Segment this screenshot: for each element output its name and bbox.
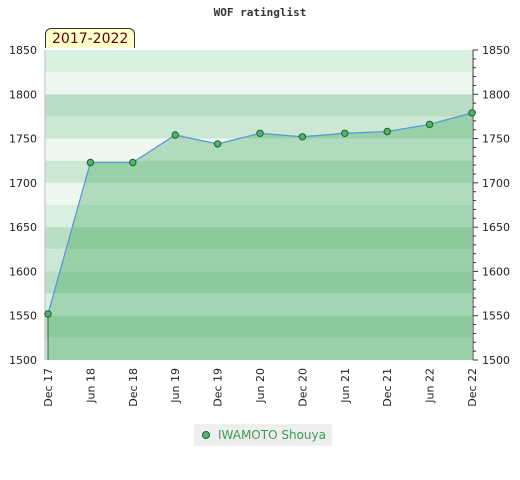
y-tick-label-left: 1700 (9, 177, 37, 190)
y-tick-label-right: 1850 (482, 44, 510, 57)
x-tick-label: Jun 22 (424, 368, 437, 404)
data-point (213, 140, 222, 148)
legend-label: IWAMOTO Shouya (218, 428, 326, 442)
x-tick-label: Jun 18 (84, 368, 97, 404)
background-band (45, 315, 472, 338)
data-point (341, 129, 349, 138)
x-tick-label: Jun 19 (169, 368, 182, 404)
background-band (45, 249, 472, 272)
y-tick-label-left: 1500 (9, 354, 37, 367)
legend-marker-icon (202, 431, 210, 439)
background-band (45, 205, 472, 228)
y-tick-label-left: 1650 (9, 221, 37, 234)
data-point (86, 158, 95, 167)
background-band (45, 138, 472, 161)
background-band (45, 182, 472, 205)
y-tick-label-right: 1700 (482, 177, 510, 190)
points-layer (44, 109, 476, 318)
y-tick-label-right: 1650 (482, 221, 510, 234)
y-tick-label-left: 1550 (9, 310, 37, 323)
x-tick-label: Dec 17 (42, 368, 55, 407)
background-band (45, 50, 472, 73)
background-band (45, 94, 472, 117)
data-point (129, 158, 137, 167)
y-tick-label-right: 1750 (482, 133, 510, 146)
background-band (45, 337, 472, 360)
background-band (45, 293, 472, 316)
x-tick-label: Jun 21 (339, 368, 352, 404)
x-tick-label: Dec 19 (212, 368, 225, 407)
x-tick-label: Dec 20 (296, 368, 309, 407)
x-tick-label: Dec 21 (381, 368, 394, 407)
background-band (45, 72, 472, 95)
y-tick-label-right: 1600 (482, 265, 510, 278)
x-tick-label: Jun 20 (254, 368, 267, 404)
x-tick-label: Dec 18 (127, 368, 140, 407)
y-tick-label-left: 1800 (9, 88, 37, 101)
data-point (171, 131, 179, 139)
data-point (298, 133, 307, 141)
y-tick-label-right: 1800 (482, 88, 510, 101)
y-tick-label-left: 1600 (9, 265, 37, 278)
data-point (44, 310, 52, 318)
period-badge: 2017-2022 (45, 28, 136, 48)
y-tick-label-left: 1750 (9, 133, 37, 146)
background-band (45, 271, 472, 294)
legend[interactable]: IWAMOTO Shouya (194, 424, 332, 446)
data-point (383, 127, 391, 136)
data-point (425, 120, 434, 129)
y-tick-label-right: 1550 (482, 310, 510, 323)
background-band (45, 160, 472, 183)
chart-title: WOF ratinglist (213, 6, 307, 19)
x-tick-label: Dec 22 (466, 368, 479, 407)
y-tick-label-right: 1500 (482, 354, 510, 367)
y-tick-label-left: 1850 (9, 44, 37, 57)
background-band (45, 227, 472, 250)
data-point (468, 109, 476, 117)
series-area (48, 112, 472, 361)
data-point (256, 129, 264, 138)
axes-layer: 1500 1500 1550 1550 1600 1600 1650 1650 1700 1700… (9, 44, 510, 407)
